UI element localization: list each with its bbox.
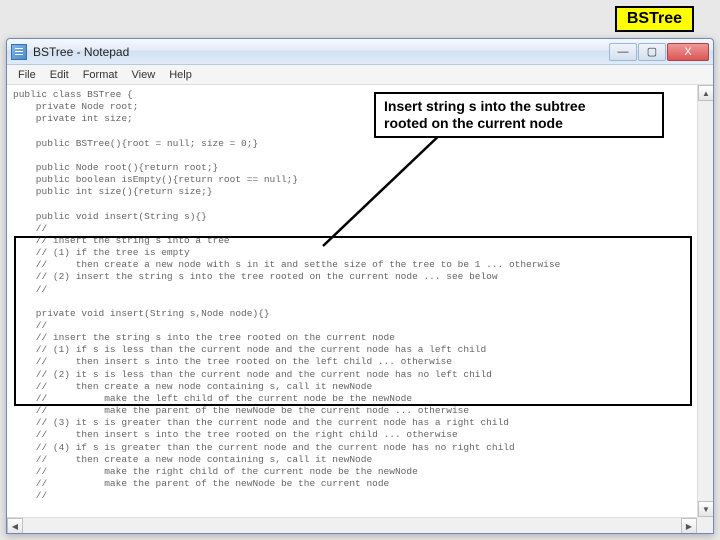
horizontal-scrollbar[interactable]: ◀ ▶ xyxy=(7,517,697,533)
titlebar: BSTree - Notepad — ▢ X xyxy=(7,39,713,65)
close-button[interactable]: X xyxy=(667,43,709,61)
maximize-button[interactable]: ▢ xyxy=(638,43,666,61)
menu-help[interactable]: Help xyxy=(162,67,199,83)
menubar: File Edit Format View Help xyxy=(7,65,713,85)
window-controls: — ▢ X xyxy=(608,43,709,61)
notepad-icon xyxy=(11,44,27,60)
menu-format[interactable]: Format xyxy=(76,67,125,83)
editor-content[interactable]: public class BSTree { private Node root;… xyxy=(7,85,697,517)
scroll-right-button[interactable]: ▶ xyxy=(681,518,697,533)
callout-line1: Insert string s into the subtree xyxy=(384,98,654,115)
minimize-button[interactable]: — xyxy=(609,43,637,61)
menu-view[interactable]: View xyxy=(125,67,163,83)
slide-label: BSTree xyxy=(615,6,694,32)
window-title: BSTree - Notepad xyxy=(33,45,608,59)
vertical-scrollbar[interactable]: ▲ ▼ xyxy=(697,85,713,517)
scrollbar-corner xyxy=(697,517,713,533)
menu-edit[interactable]: Edit xyxy=(43,67,76,83)
scroll-left-button[interactable]: ◀ xyxy=(7,518,23,533)
editor-wrap: public class BSTree { private Node root;… xyxy=(7,85,713,533)
scroll-down-button[interactable]: ▼ xyxy=(698,501,713,517)
scroll-up-button[interactable]: ▲ xyxy=(698,85,713,101)
callout-box: Insert string s into the subtree rooted … xyxy=(374,92,664,138)
menu-file[interactable]: File xyxy=(11,67,43,83)
callout-line2: rooted on the current node xyxy=(384,115,654,132)
